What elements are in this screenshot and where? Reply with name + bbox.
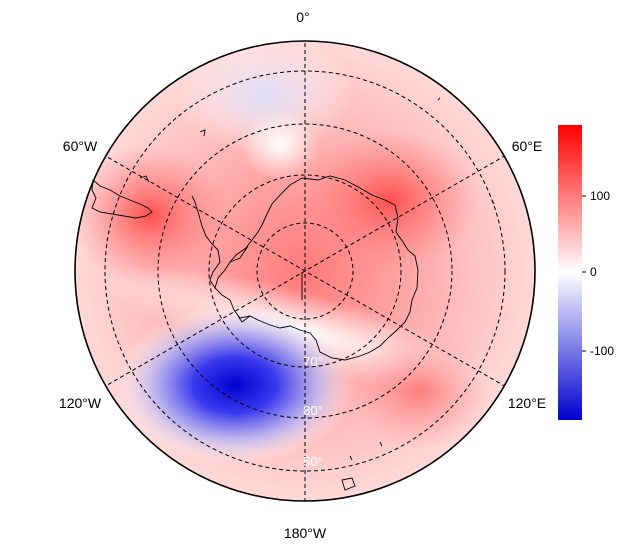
- lon-label-180w: 180°W: [284, 525, 327, 541]
- lat-label-70: 70°: [303, 354, 323, 369]
- globe-outline: [74, 40, 536, 502]
- lon-label-120e: 120°E: [508, 395, 546, 411]
- colorbar-gradient: [558, 125, 582, 420]
- latitude-labels: 70° 80° 50°: [303, 354, 323, 469]
- graticule: [101, 41, 509, 501]
- colorbar-tick-neg100: -100: [590, 344, 614, 358]
- lat-label-80: 80°: [303, 403, 323, 418]
- longitude-labels: 0° 60°E 120°E 180°W 120°W 60°W: [59, 9, 546, 541]
- lon-label-0: 0°: [296, 9, 309, 25]
- lon-label-60e: 60°E: [512, 138, 543, 154]
- colorbar-tick-0: 0: [590, 265, 597, 279]
- lat-label-50: 50°: [303, 454, 323, 469]
- coastline: [91, 97, 495, 491]
- lon-label-60w: 60°W: [63, 138, 98, 154]
- lon-label-120w: 120°W: [59, 395, 102, 411]
- colorbar: 100 0 -100: [558, 125, 614, 420]
- anomaly-field: [75, 41, 535, 501]
- colorbar-tick-100: 100: [590, 189, 610, 203]
